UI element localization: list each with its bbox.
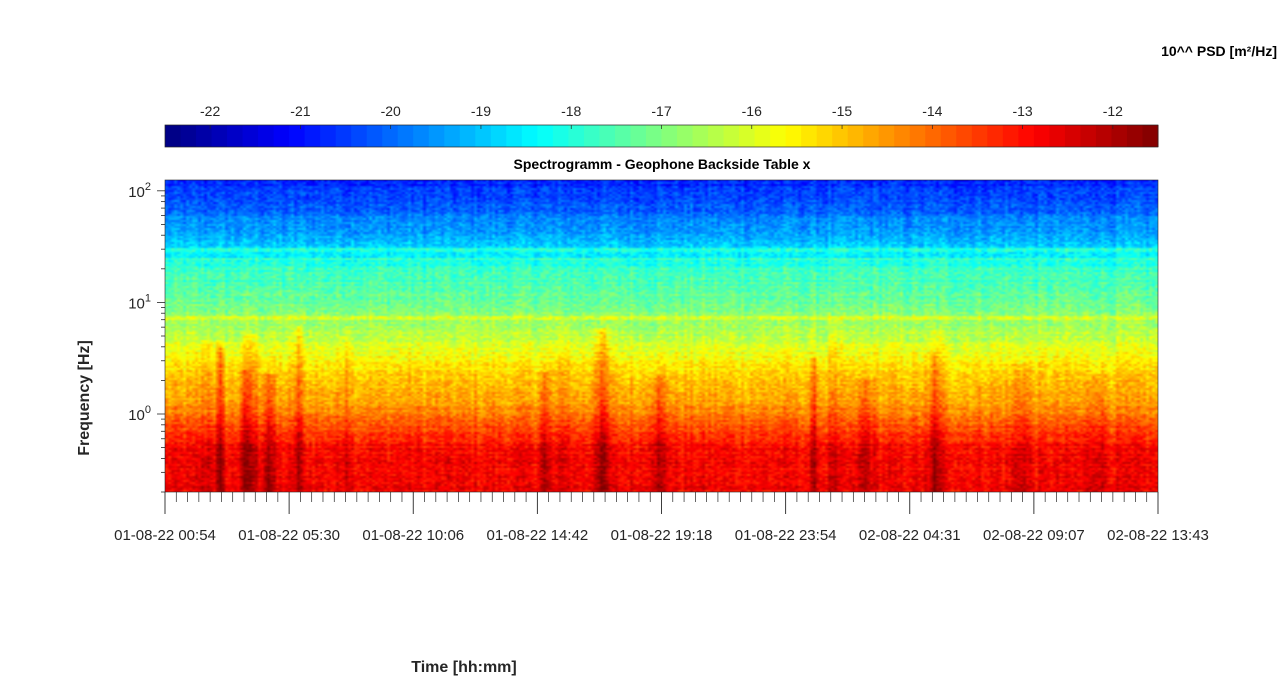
x-tick-label: 02-08-22 13:43 [1107, 527, 1209, 544]
colorbar-tick-label: -20 [381, 103, 401, 119]
colorbar-tick-label: -19 [471, 103, 491, 119]
colorbar-tick-label: -14 [922, 103, 942, 119]
colorbar-tick-label: -21 [290, 103, 310, 119]
colorbar-tick-label: -13 [1012, 103, 1032, 119]
x-tick-label: 02-08-22 04:31 [859, 527, 961, 544]
x-axis-label: Time [hh:mm] [411, 659, 516, 676]
colorbar-tick-label: -22 [200, 103, 220, 119]
spectrogram-image [165, 180, 1158, 492]
colorbar-tick-label: -15 [832, 103, 852, 119]
y-axis-label: Frequency [Hz] [76, 340, 93, 456]
colorbar-tick-label: -17 [651, 103, 671, 119]
colorbar-title: 10^^ PSD [m²/Hz] [1161, 43, 1277, 59]
colorbar-tick-label: -16 [742, 103, 762, 119]
x-tick-label: 01-08-22 23:54 [735, 527, 837, 544]
x-tick-label: 01-08-22 19:18 [611, 527, 713, 544]
x-tick-label: 02-08-22 09:07 [983, 527, 1085, 544]
x-tick-label: 01-08-22 00:54 [114, 527, 216, 544]
x-axis: 01-08-22 00:54 01-08-22 05:30 01-08-22 10:… [114, 492, 1209, 544]
colorbar-ticks: -22 -21 -20 -19 -18 -17 -16 -15 -14 -13 -12 [200, 103, 1123, 129]
x-tick-label: 01-08-22 14:42 [487, 527, 589, 544]
x-tick-label: 01-08-22 05:30 [238, 527, 340, 544]
colorbar [164, 124, 1159, 148]
y-tick-label: 101 [128, 292, 151, 312]
plot-title: Spectrogramm - Geophone Backside Table x [514, 156, 811, 172]
y-tick-label: 102 [128, 181, 151, 201]
y-tick-label: 100 [128, 404, 151, 424]
colorbar-tick-label: -12 [1103, 103, 1123, 119]
spectrogram-raster [165, 180, 1158, 492]
colorbar-tick-label: -18 [561, 103, 581, 119]
x-tick-label: 01-08-22 10:06 [362, 527, 464, 544]
y-axis: 100 101 102 [128, 181, 165, 493]
